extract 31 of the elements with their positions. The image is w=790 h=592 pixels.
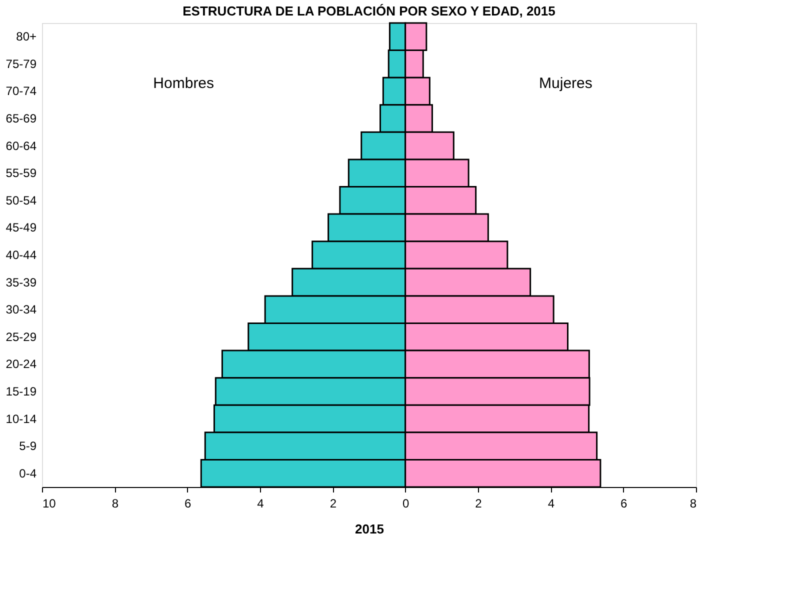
x-tick-label: 6 (184, 496, 192, 510)
y-tick-label: 20-24 (6, 357, 37, 372)
y-tick-label: 10-14 (6, 412, 37, 426)
y-tick-label: 25-29 (6, 330, 37, 344)
y-tick-label: 50-54 (6, 193, 37, 208)
x-tick-label: 4 (257, 496, 264, 510)
y-tick-label: 30-34 (6, 302, 37, 317)
x-tick-label: 8 (112, 496, 119, 510)
y-tick-label: 80+ (16, 30, 36, 44)
y-tick-label: 70-74 (6, 84, 37, 98)
x-tick-label: 4 (548, 496, 555, 510)
y-tick-label: 40-44 (6, 248, 37, 262)
y-tick-label: 45-49 (6, 220, 37, 235)
y-tick-label: 65-69 (6, 112, 37, 126)
y-tick-label: 5-9 (19, 439, 37, 454)
chart-title: ESTRUCTURA DE LA POBLACIÓN POR SEXO Y EDAD, 2015 (182, 3, 556, 18)
y-tick-label: 75-79 (6, 56, 37, 71)
x-tick-label: 6 (620, 496, 628, 510)
x-axis-title: 2015 (355, 522, 384, 536)
x-tick-label: 0 (402, 496, 410, 510)
y-tick-label: 0-4 (19, 466, 37, 480)
x-tick-label: 10 (42, 496, 56, 510)
y-tick-label: 35-39 (6, 275, 37, 290)
y-tick-label: 55-59 (6, 166, 37, 180)
y-tick-label: 15-19 (6, 384, 37, 398)
x-tick-label: 2 (475, 496, 482, 510)
annotation: Mujeres (539, 75, 592, 92)
y-tick-label: 60-64 (6, 138, 37, 153)
x-tick-label: 2 (330, 496, 337, 510)
x-tick-label: 8 (690, 496, 697, 510)
annotation: Hombres (153, 75, 214, 92)
